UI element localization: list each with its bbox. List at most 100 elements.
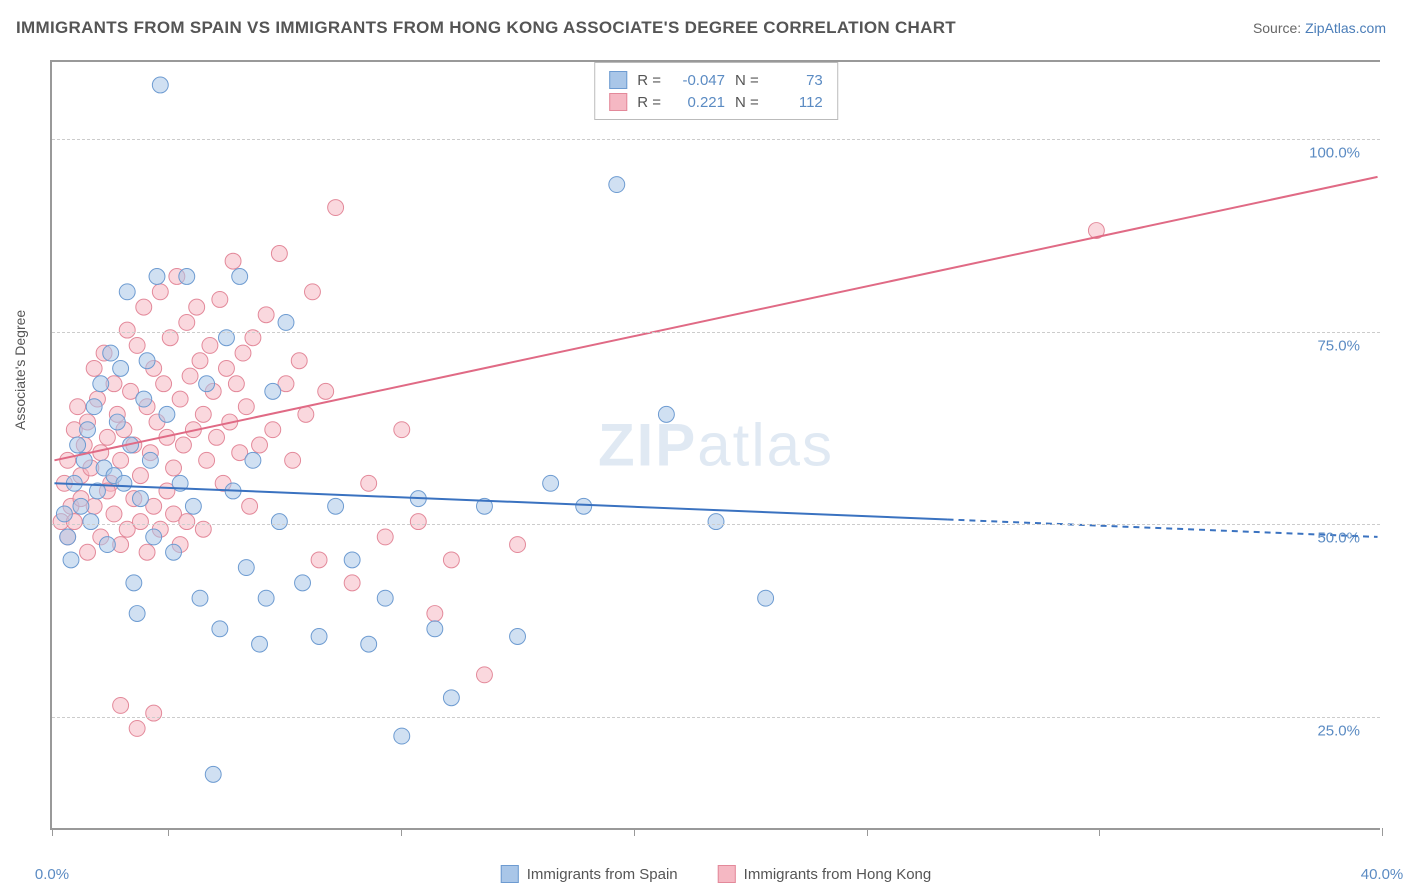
legend-item-hk: Immigrants from Hong Kong: [718, 865, 932, 883]
N-value-spain: 73: [769, 72, 823, 89]
scatter-point: [328, 498, 344, 514]
scatter-point: [235, 345, 251, 361]
scatter-point: [99, 537, 115, 553]
scatter-point: [152, 77, 168, 93]
R-value-hk: 0.221: [671, 94, 725, 111]
scatter-point: [252, 437, 268, 453]
legend-item-spain: Immigrants from Spain: [501, 865, 678, 883]
stats-swatch-spain: [609, 71, 627, 89]
scatter-point: [258, 590, 274, 606]
scatter-point: [132, 514, 148, 530]
scatter-point: [93, 445, 109, 461]
x-tick-label: 0.0%: [35, 866, 69, 883]
scatter-point: [510, 537, 526, 553]
scatter-point: [311, 629, 327, 645]
scatter-point: [443, 552, 459, 568]
x-tick: [867, 828, 868, 836]
scatter-point: [189, 299, 205, 315]
stats-legend-box: R = -0.047 N = 73 R = 0.221 N = 112: [594, 62, 838, 120]
scatter-point: [126, 575, 142, 591]
scatter-point: [179, 269, 195, 285]
stats-row-hk: R = 0.221 N = 112: [609, 91, 823, 113]
scatter-point: [166, 460, 182, 476]
x-tick-label: 40.0%: [1361, 866, 1404, 883]
scatter-point: [242, 498, 258, 514]
scatter-point: [136, 299, 152, 315]
scatter-point: [285, 452, 301, 468]
scatter-point: [298, 406, 314, 422]
scatter-point: [708, 514, 724, 530]
y-tick-label: 25.0%: [1317, 722, 1360, 739]
grid-line-h: [52, 717, 1380, 718]
scatter-point: [265, 422, 281, 438]
R-value-spain: -0.047: [671, 72, 725, 89]
scatter-point: [93, 376, 109, 392]
source-attribution: Source: ZipAtlas.com: [1253, 20, 1386, 36]
legend-swatch-spain: [501, 865, 519, 883]
scatter-point: [86, 399, 102, 415]
scatter-point: [129, 337, 145, 353]
scatter-point: [258, 307, 274, 323]
scatter-point: [56, 506, 72, 522]
scatter-point: [70, 437, 86, 453]
chart-title: IMMIGRANTS FROM SPAIN VS IMMIGRANTS FROM…: [16, 18, 956, 38]
scatter-point: [510, 629, 526, 645]
scatter-point: [80, 422, 96, 438]
scatter-point: [113, 452, 129, 468]
scatter-point: [232, 269, 248, 285]
scatter-point: [192, 590, 208, 606]
scatter-point: [83, 514, 99, 530]
scatter-point: [172, 391, 188, 407]
scatter-point: [142, 452, 158, 468]
scatter-point: [113, 697, 129, 713]
y-tick-label: 100.0%: [1309, 145, 1360, 162]
trend-line-dashed: [948, 519, 1378, 536]
N-label-1: N =: [735, 94, 759, 111]
stats-swatch-hk: [609, 93, 627, 111]
scatter-point: [427, 621, 443, 637]
scatter-point: [228, 376, 244, 392]
scatter-point: [344, 552, 360, 568]
R-label-0: R =: [637, 72, 661, 89]
scatter-point: [199, 376, 215, 392]
source-link[interactable]: ZipAtlas.com: [1305, 20, 1386, 36]
N-label-0: N =: [735, 72, 759, 89]
scatter-point: [166, 544, 182, 560]
scatter-point: [304, 284, 320, 300]
scatter-point: [609, 177, 625, 193]
scatter-point: [328, 200, 344, 216]
scatter-point: [477, 667, 493, 683]
scatter-point: [291, 353, 307, 369]
scatter-point: [212, 292, 228, 308]
plot-svg: [52, 62, 1380, 828]
legend-label-hk: Immigrants from Hong Kong: [744, 866, 932, 883]
bottom-legend: Immigrants from Spain Immigrants from Ho…: [501, 865, 931, 883]
x-tick: [1099, 828, 1100, 836]
scatter-point: [119, 322, 135, 338]
trend-line: [54, 177, 1377, 460]
scatter-point: [116, 475, 132, 491]
R-label-1: R =: [637, 94, 661, 111]
scatter-point: [132, 468, 148, 484]
scatter-point: [149, 269, 165, 285]
scatter-point: [113, 360, 129, 376]
scatter-point: [179, 314, 195, 330]
scatter-point: [361, 475, 377, 491]
scatter-point: [443, 690, 459, 706]
legend-swatch-hk: [718, 865, 736, 883]
scatter-point: [86, 360, 102, 376]
scatter-point: [99, 429, 115, 445]
scatter-point: [252, 636, 268, 652]
scatter-point: [377, 529, 393, 545]
scatter-point: [129, 606, 145, 622]
y-axis-label: Associate's Degree: [12, 310, 28, 430]
scatter-point: [80, 544, 96, 560]
scatter-point: [73, 498, 89, 514]
scatter-point: [212, 621, 228, 637]
scatter-point: [238, 399, 254, 415]
scatter-point: [159, 406, 175, 422]
scatter-point: [60, 529, 76, 545]
scatter-point: [318, 383, 334, 399]
source-label: Source:: [1253, 20, 1305, 36]
scatter-point: [225, 253, 241, 269]
